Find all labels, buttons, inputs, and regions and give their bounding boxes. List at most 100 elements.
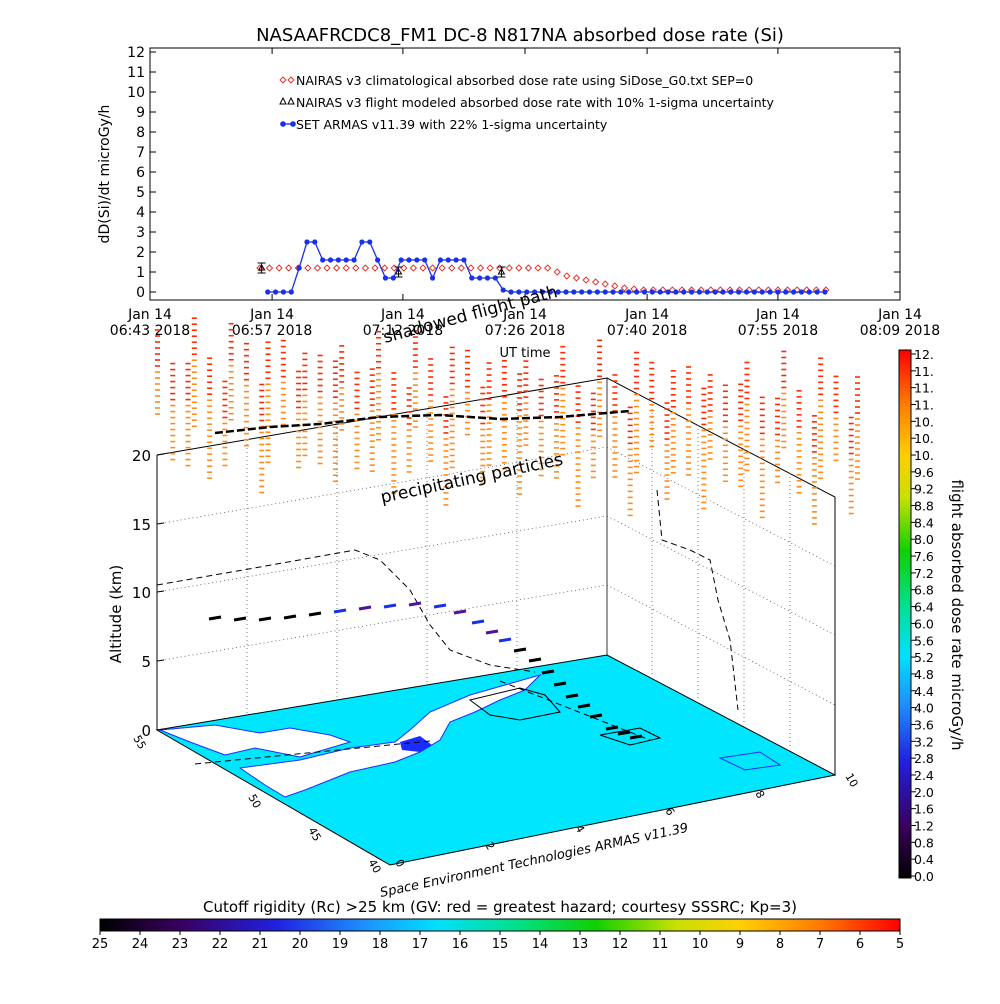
armas-point	[728, 289, 734, 295]
armas-point	[414, 257, 420, 263]
colorbar-tick-label: 6.8	[914, 583, 934, 598]
armas-point	[641, 289, 648, 295]
rigidity-tick-label: 5	[896, 937, 904, 952]
armas-point	[500, 287, 506, 293]
rigidity-tick-label: 18	[372, 937, 389, 952]
armas-point	[759, 289, 765, 295]
colorbar-tick-label: 4.4	[914, 684, 934, 699]
x-tick-label-time: 06:57 2018	[232, 323, 312, 339]
armas-point	[618, 289, 624, 295]
armas-point	[312, 239, 318, 245]
armas-point	[736, 289, 742, 295]
x-tick-label-time: 07:55 2018	[738, 323, 818, 339]
y-tick-label: 6	[136, 165, 145, 181]
colorbar-tick-label: 8.8	[914, 499, 934, 514]
colorbar-tick-label: 2.4	[914, 768, 934, 783]
y-tick-label: 7	[136, 145, 145, 161]
rigidity-tick-label: 23	[172, 937, 189, 952]
altitude-tick-mark	[156, 522, 165, 525]
land-masses	[159, 673, 782, 798]
nairas-climatological-point	[582, 276, 590, 284]
armas-point	[806, 289, 812, 295]
armas-point	[437, 257, 444, 263]
nairas-climatological-point	[524, 264, 533, 272]
nairas-climatological-point	[304, 264, 312, 272]
altitude-tick-label: 15	[132, 516, 151, 534]
armas-point	[563, 289, 569, 295]
rigidity-tick-label: 25	[92, 937, 109, 952]
colorbar-tick-label: 10.	[914, 431, 934, 446]
altitude-tick-label: 0	[141, 722, 151, 740]
rigidity-tick-label: 20	[292, 937, 309, 952]
nairas-climatological-point	[323, 264, 331, 272]
flight-path-segment	[605, 725, 619, 731]
legend-swatch-armas	[290, 121, 296, 127]
flight-path-segment	[565, 693, 579, 699]
armas-point	[751, 289, 757, 295]
legend-label: SET ARMAS v11.39 with 22% 1-sigma uncert…	[296, 117, 608, 132]
precipitating-particles	[155, 317, 860, 525]
altitude-tick-label: 10	[132, 584, 151, 602]
legend-swatch-climatological	[279, 76, 295, 84]
armas-point	[602, 289, 608, 295]
nairas-climatological-point	[342, 264, 350, 272]
colorbar-tick-label: 11.	[914, 398, 934, 413]
armas-point	[743, 289, 750, 295]
armas-point	[555, 289, 561, 295]
colorbar-tick-label: 10.	[914, 414, 934, 429]
flight-path-segment	[283, 614, 297, 620]
nairas-climatological-point	[611, 282, 619, 290]
y-tick-label: 3	[136, 225, 145, 241]
armas-point	[579, 289, 585, 295]
colorbar-tick-label: 8.4	[914, 515, 934, 530]
colorbar-tick-label: 10.	[914, 448, 934, 463]
nairas-climatological-point	[275, 264, 283, 272]
armas-point	[296, 265, 302, 271]
flight-path-segment	[258, 616, 272, 622]
armas-point	[272, 289, 279, 295]
armas-point	[673, 289, 679, 295]
rigidity-tick-label: 24	[132, 937, 149, 952]
colorbar-tick-label: 0.8	[914, 835, 934, 850]
floor-y-label: 40	[365, 857, 383, 876]
rigidity-title: Cutoff rigidity (Rc) >25 km (GV: red = g…	[203, 898, 797, 916]
x-tick-label-time: 07:40 2018	[607, 323, 687, 339]
ground-track-dashes	[194, 680, 651, 765]
colorbar-tick-label: 9.2	[914, 482, 934, 497]
nairas-climatological-point	[380, 264, 389, 272]
rigidity-ticks: 25 24 23 22 21 20 19 18 17 16 15 14 13 12 11 10 9 8 7 6 5	[92, 931, 904, 952]
armas-point	[531, 289, 538, 295]
rigidity-tick-label: 15	[492, 937, 509, 952]
rigidity-tick-label: 10	[692, 937, 709, 952]
legend: NAIRAS v3 climatological absorbed dose r…	[279, 73, 775, 132]
colorbar-gradient	[898, 349, 912, 879]
altitude-tick-label: 5	[141, 653, 151, 671]
colorbar-tick-label: 2.0	[914, 785, 934, 800]
nairas-climatological-point	[572, 274, 581, 282]
grid-lines	[156, 393, 836, 748]
armas-point	[822, 289, 828, 295]
altitude-tick-label: 20	[132, 447, 151, 465]
colorbar-tick-label: 2.8	[914, 751, 934, 766]
nairas-climatological-point	[467, 264, 475, 272]
colorbar-tick-label: 1.6	[914, 802, 934, 817]
armas-point	[288, 289, 294, 295]
y-tick-label: 8	[136, 125, 145, 141]
armas-point	[367, 239, 373, 245]
colorbar-tick-label: 7.2	[914, 566, 934, 581]
rigidity-tick-label: 9	[736, 937, 744, 952]
flight-path-segment	[208, 615, 222, 621]
flight-path-segment	[433, 603, 447, 609]
floor-x-label: 10	[842, 771, 860, 790]
armas-point	[767, 289, 773, 295]
armas-point	[304, 239, 310, 245]
armas-point	[571, 289, 577, 295]
flight-path-segment	[617, 730, 631, 736]
x-tick-label-date: Jan 14	[380, 307, 425, 323]
flight-path-segment	[553, 681, 567, 687]
armas-point	[335, 257, 341, 263]
armas-point	[461, 257, 467, 263]
armas-point	[657, 289, 663, 295]
